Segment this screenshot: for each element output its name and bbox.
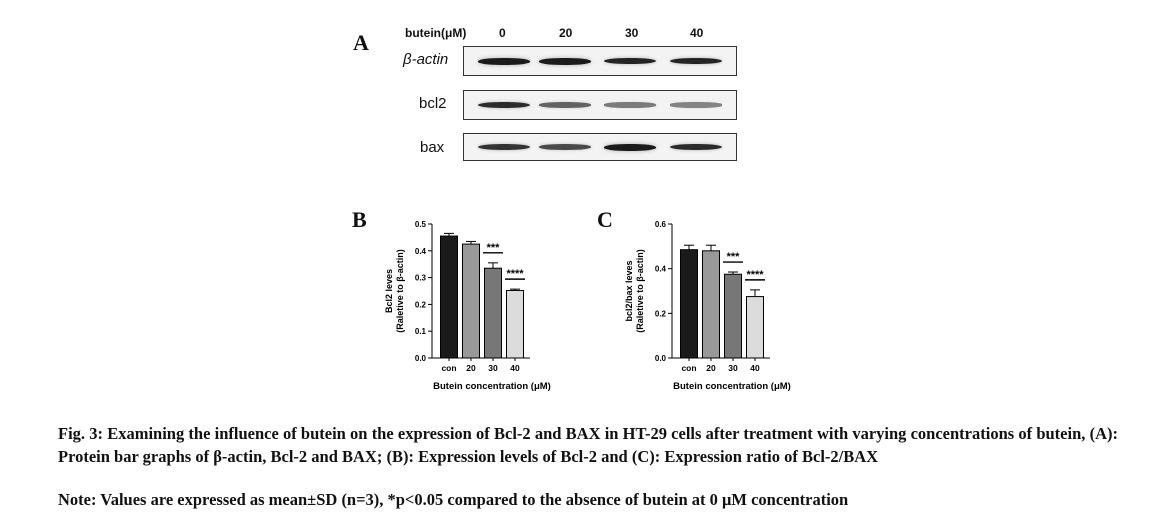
blot-band	[478, 57, 530, 65]
blot-band	[539, 102, 591, 108]
bar	[440, 235, 458, 359]
significance-marker: ****	[746, 269, 764, 281]
blot-band	[539, 143, 591, 151]
y-tick-label: 0.2	[655, 309, 667, 318]
bar	[724, 273, 742, 359]
butein-dose-header: butein(μM)	[405, 26, 467, 40]
y-tick-label: 0.0	[655, 354, 667, 363]
bar	[506, 289, 524, 359]
blot-band	[670, 102, 722, 108]
blot-row-label: β-actin	[403, 51, 449, 68]
y-tick-label: 0.6	[655, 220, 667, 229]
blot-band	[539, 57, 591, 65]
significance-marker: ***	[727, 251, 741, 263]
x-tick-label: 30	[728, 363, 738, 373]
blot-band	[604, 102, 656, 108]
y-tick-label: 0.0	[415, 354, 427, 363]
x-tick-label: 20	[706, 363, 716, 373]
x-tick-label: 40	[750, 363, 760, 373]
y-tick-label: 0.5	[415, 220, 427, 229]
bar	[702, 250, 720, 359]
bar	[746, 296, 764, 359]
bar	[680, 249, 698, 359]
x-axis-label: Butein concentration (μM)	[433, 381, 551, 392]
blot-row-label: bcl2	[419, 95, 447, 112]
blot-beta-actin	[463, 46, 737, 76]
y-tick-label: 0.4	[655, 265, 667, 274]
bar	[484, 267, 502, 359]
blot-band	[670, 143, 722, 151]
panel-c-letter: C	[597, 207, 613, 232]
significance-marker: ***	[487, 242, 501, 254]
y-axis-label: (Raletive to β-actin)	[395, 249, 405, 333]
y-tick-label: 0.4	[415, 247, 427, 256]
blot-row-label: bax	[420, 139, 445, 156]
blot-bcl2	[463, 90, 737, 120]
y-tick-label: 0.2	[415, 300, 427, 309]
y-axis-label: Bcl2 leves	[384, 269, 394, 313]
panel-a-letter: A	[353, 30, 369, 55]
x-axis-label: Butein concentration (μM)	[673, 381, 791, 392]
x-tick-label: con	[681, 363, 696, 373]
y-axis-label: (Raletive to β-actin)	[635, 249, 645, 333]
blot-bax	[463, 133, 737, 161]
panel-b-letter: B	[352, 207, 367, 232]
dose-label: 20	[559, 26, 573, 40]
x-tick-label: 20	[466, 363, 476, 373]
figure-caption: Fig. 3: Examining the influence of butei…	[58, 424, 1118, 466]
significance-marker: ****	[506, 268, 524, 280]
blot-band	[604, 57, 656, 65]
x-tick-label: con	[441, 363, 456, 373]
dose-label: 30	[625, 26, 639, 40]
y-tick-label: 0.3	[415, 274, 427, 283]
dose-label: 0	[499, 26, 506, 40]
blot-band	[604, 143, 656, 151]
bar	[462, 243, 480, 359]
blot-band	[478, 143, 530, 151]
figure-note: Note: Values are expressed as mean±SD (n…	[58, 490, 849, 509]
x-tick-label: 40	[510, 363, 520, 373]
y-tick-label: 0.1	[415, 327, 427, 336]
y-axis-label: bcl2/bax leves	[624, 260, 634, 321]
dose-label: 40	[690, 26, 704, 40]
blot-band	[670, 57, 722, 65]
blot-band	[478, 101, 530, 109]
x-tick-label: 30	[488, 363, 498, 373]
